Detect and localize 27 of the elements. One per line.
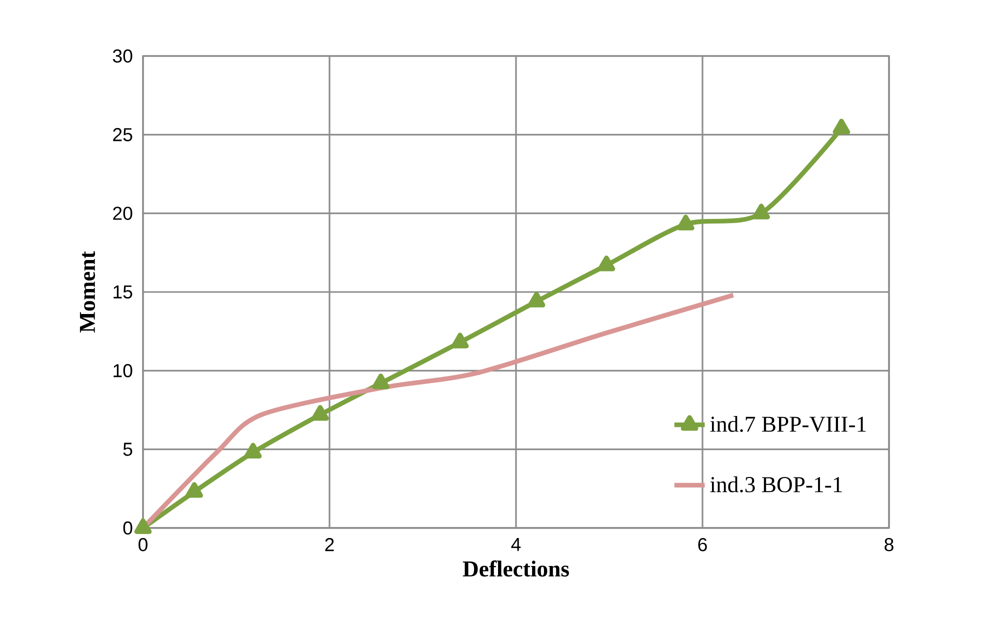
point <box>134 518 152 534</box>
point <box>372 374 390 390</box>
y-tick-label: 10 <box>114 364 132 378</box>
point <box>451 332 469 348</box>
y-tick-label: 20 <box>113 206 132 220</box>
point <box>598 256 616 272</box>
point <box>311 405 329 421</box>
point <box>528 292 546 308</box>
x-tick-label: 8 <box>884 538 894 552</box>
x-tick-label: 0 <box>138 538 148 552</box>
legend-label: ind.3 BOP-1-1 <box>710 476 842 492</box>
y-tick-label: 0 <box>123 521 132 535</box>
point <box>244 442 262 458</box>
y-tick-label: 15 <box>114 285 132 299</box>
x-tick-label: 4 <box>511 538 521 551</box>
y-tick-label: 30 <box>112 49 132 63</box>
x-tick-label: 2 <box>325 538 334 552</box>
point <box>677 214 694 230</box>
y-tick-label: 25 <box>113 128 132 142</box>
y-axis-title: Moment <box>80 251 96 333</box>
y-tick-label: 5 <box>123 442 132 456</box>
legend-label: ind.7 BPP-VIII-1 <box>710 416 866 432</box>
point <box>186 482 203 498</box>
x-axis-title: Deflections <box>462 560 569 577</box>
point <box>832 118 850 134</box>
x-tick-label: 6 <box>698 538 707 552</box>
point <box>752 204 770 220</box>
